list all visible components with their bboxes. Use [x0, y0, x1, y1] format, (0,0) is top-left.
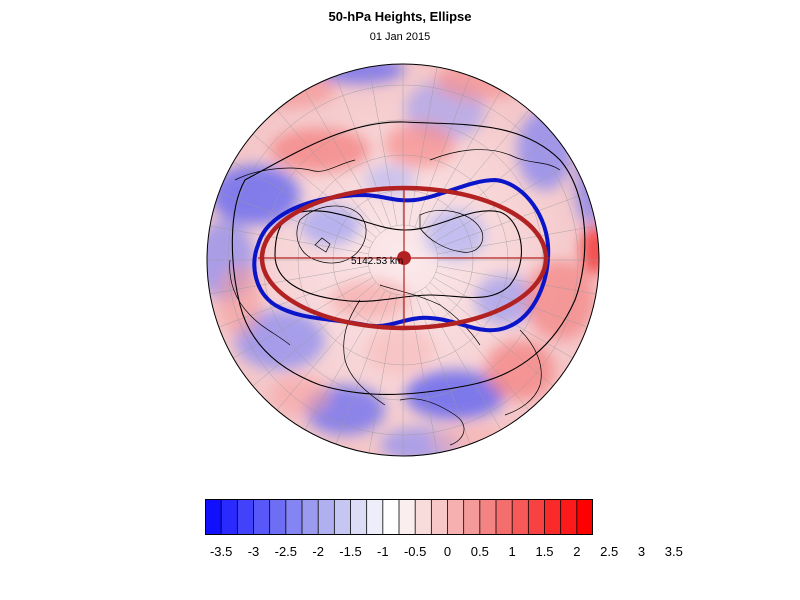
- colorbar-tick-label: 2.5: [600, 544, 619, 559]
- colorbar-cell: [269, 499, 287, 535]
- meridian-line: [420, 290, 502, 430]
- colorbar-cell: [350, 499, 368, 535]
- meridian-line: [420, 90, 502, 230]
- colorbar-tick-label: 1.5: [535, 544, 554, 559]
- colorbar-tick-label: 3.5: [664, 544, 683, 559]
- colorbar-cell: [415, 499, 432, 535]
- colorbar-cell: [285, 499, 303, 535]
- colorbar-tick-label: -1.5: [339, 544, 362, 559]
- colorbar-tick-label: -0.5: [403, 544, 427, 559]
- colorbar-tick-label: -3: [247, 544, 260, 559]
- meridian-line: [433, 277, 573, 359]
- globe-outline: [206, 63, 600, 457]
- colorbar-tick-label: -2: [312, 544, 324, 559]
- map-title: 50-hPa Heights, Ellipse: [328, 9, 472, 24]
- colorbar-tick-label: 0.5: [470, 544, 489, 559]
- colorbar-cell: [366, 499, 384, 535]
- meridian-line: [425, 109, 530, 234]
- colorbar-tick-label: 2: [573, 544, 581, 559]
- height-contours: [231, 121, 586, 396]
- colorbar-cell: [399, 499, 416, 535]
- colorbar-cell: [318, 499, 335, 535]
- coastlines: [229, 149, 561, 446]
- colorbar-cell: [544, 499, 562, 535]
- meridian-line: [435, 271, 588, 328]
- meridian-line: [233, 161, 373, 243]
- anomaly-field: [207, 64, 599, 456]
- meridian-line: [276, 109, 381, 234]
- meridian-line: [335, 292, 392, 445]
- colorbar-cell: [205, 499, 222, 535]
- colorbar-tick-labels: -3.5 -3 -2.5 -2 -1.5 -1 -0.5 0 0.5 1 1.5 2 2.5 3 3.5: [0, 544, 800, 564]
- colorbar-cell: [463, 499, 481, 535]
- colorbar-cell: [512, 499, 529, 535]
- meridian-line: [304, 90, 386, 230]
- meridian-line: [209, 225, 369, 255]
- colorbar-cell: [334, 499, 351, 535]
- meridian-line: [437, 265, 597, 295]
- meridian-line: [437, 225, 597, 255]
- meridian-line: [218, 192, 371, 249]
- colorbar-cell: [253, 499, 271, 535]
- meridian-line: [414, 75, 471, 228]
- colorbar-cell: [496, 499, 513, 535]
- colorbar-cell: [431, 499, 448, 535]
- colorbar-tick-label: 0: [443, 544, 452, 559]
- colorbar-cell: [221, 499, 238, 535]
- colorbar-cell: [479, 499, 497, 535]
- colorbar-cell: [576, 499, 593, 535]
- meridian-line: [368, 294, 398, 454]
- colorbar-tick-label: -1: [377, 544, 389, 559]
- ellipse-center-marker: [397, 251, 411, 265]
- meridian-line: [233, 277, 373, 359]
- colorbar-tick-label: 1: [508, 544, 516, 559]
- colorbar-cell: [447, 499, 465, 535]
- meridian-line: [335, 75, 392, 228]
- colorbar-cell: [302, 499, 319, 535]
- colorbar-tick-label: 3: [637, 544, 646, 559]
- colorbar-cell: [528, 499, 545, 535]
- colorbar-cell: [382, 499, 400, 535]
- meridian-line: [276, 286, 381, 411]
- colorbar-cell: [560, 499, 578, 535]
- meridian-line: [429, 282, 554, 387]
- polar-map: 5142.53 km: [206, 63, 600, 457]
- graticule: [207, 64, 599, 456]
- ellipse-axis-length-label: 5142.53 km: [351, 256, 403, 267]
- observed-vortex-contour: [252, 177, 551, 333]
- colorbar-tick-label: -3.5: [209, 544, 233, 559]
- meridian-line: [425, 286, 530, 411]
- meridian-line: [433, 161, 573, 243]
- map-date: 01 Jan 2015: [369, 31, 431, 43]
- colorbar-cell: [237, 499, 254, 535]
- colorbar-tick-label: -2.5: [274, 544, 298, 559]
- meridian-line: [252, 133, 377, 238]
- colorbar: [205, 499, 593, 535]
- meridian-line: [252, 282, 377, 387]
